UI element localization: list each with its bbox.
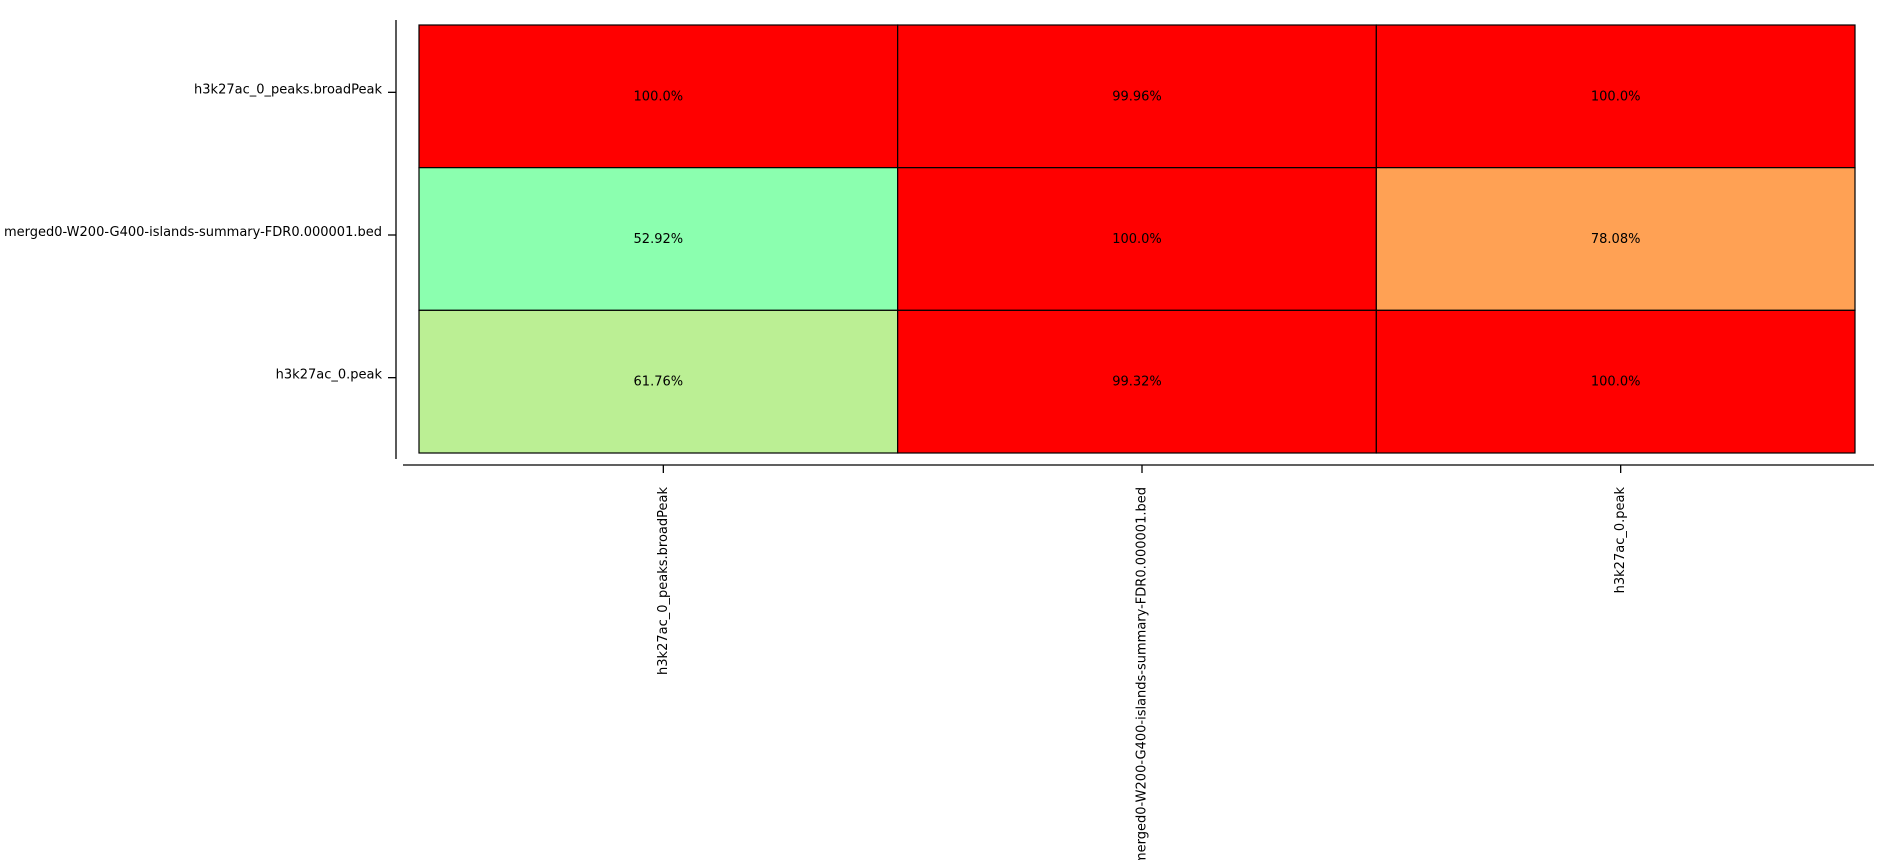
heatmap-cell xyxy=(418,309,899,454)
cell-value-label: 99.32% xyxy=(1112,375,1162,390)
heatmap-cell xyxy=(1375,167,1856,311)
x-tick-label: h3k27ac_0.peak xyxy=(1613,487,1628,594)
y-tick-label: h3k27ac_0_peaks.broadPeak xyxy=(194,82,382,97)
heatmap-cell xyxy=(418,167,899,311)
cell-value-label: 61.76% xyxy=(634,375,684,390)
x-tick-label: h3k27ac_0_peaks.broadPeak xyxy=(656,487,671,675)
axes xyxy=(395,20,1874,466)
x-tick-label: merged0-W200-G400-islands-summary-FDR0.0… xyxy=(1135,487,1150,860)
cell-value-label: 100.0% xyxy=(634,89,684,104)
heatmap-cell xyxy=(418,24,899,169)
cell-value-label: 78.08% xyxy=(1591,232,1641,247)
heatmap-cell xyxy=(897,24,1377,169)
heatmap-cell xyxy=(1375,309,1856,454)
y-tick-label: h3k27ac_0.peak xyxy=(276,368,383,383)
y-tick-label: merged0-W200-G400-islands-summary-FDR0.0… xyxy=(4,225,382,240)
heatmap-cell xyxy=(1375,24,1856,169)
cell-value-label: 52.92% xyxy=(634,232,684,247)
y-tick-labels: h3k27ac_0_peaks.broadPeak merged0-W200-G4… xyxy=(4,82,396,383)
heatmap-cells: 100.0% 99.96% 100.0% 52.92% 100.0% 78.08% 61.7… xyxy=(418,24,1856,454)
cell-value-label: 99.96% xyxy=(1112,89,1162,104)
x-tick-labels: h3k27ac_0_peaks.broadPeak merged0-W200-G4… xyxy=(656,465,1628,860)
cell-value-label: 100.0% xyxy=(1591,89,1641,104)
cell-value-label: 100.0% xyxy=(1112,232,1162,247)
cell-value-label: 100.0% xyxy=(1591,375,1641,390)
heatmap-cell xyxy=(897,167,1377,311)
heatmap-cell xyxy=(897,309,1377,454)
